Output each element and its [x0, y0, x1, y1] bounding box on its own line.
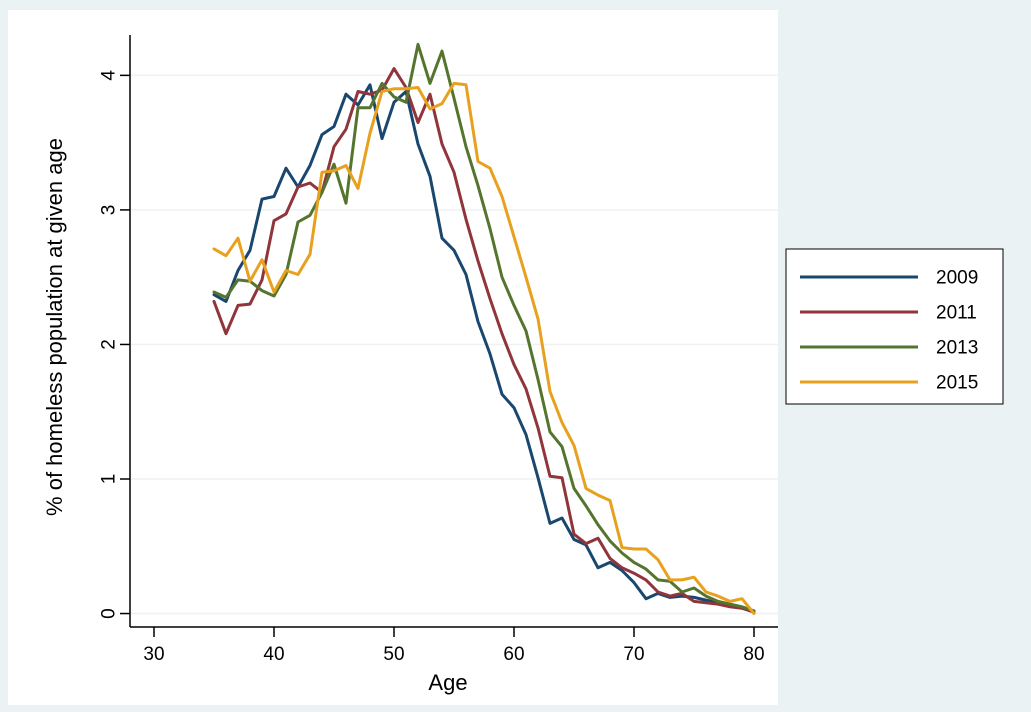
- gridlines: [130, 74, 778, 615]
- series-line-2013: [212, 42, 756, 613]
- legend-label-2009: 2009: [936, 268, 978, 289]
- y-tick-label-4: 4: [99, 70, 120, 81]
- legend: 2009 2011 2013 2015: [785, 248, 1004, 405]
- series-line-2011: [212, 67, 756, 614]
- y-tick-label-2: 2: [99, 339, 120, 350]
- x-tick-label-40: 40: [263, 644, 284, 665]
- x-tick-label-30: 30: [143, 644, 164, 665]
- series-line-2015: [212, 81, 756, 615]
- x-tick-label-70: 70: [623, 644, 644, 665]
- y-tick-label-1: 1: [99, 474, 120, 485]
- axes: 0 1 2 3 4 30 40 50 60 70 80: [99, 35, 778, 665]
- legend-label-2013: 2013: [936, 338, 978, 359]
- plot-region: [8, 10, 778, 705]
- x-axis-title: Age: [428, 670, 467, 695]
- y-axis-title: % of homeless population at given age: [42, 138, 67, 516]
- legend-label-2011: 2011: [936, 303, 977, 324]
- x-tick-label-50: 50: [383, 644, 404, 665]
- legend-label-2015: 2015: [936, 373, 978, 394]
- series-lines: [212, 42, 756, 615]
- x-tick-label-80: 80: [743, 644, 764, 665]
- legend-box: [785, 248, 1004, 405]
- y-tick-label-3: 3: [99, 205, 120, 216]
- x-tick-label-60: 60: [503, 644, 524, 665]
- y-tick-label-0: 0: [99, 608, 120, 619]
